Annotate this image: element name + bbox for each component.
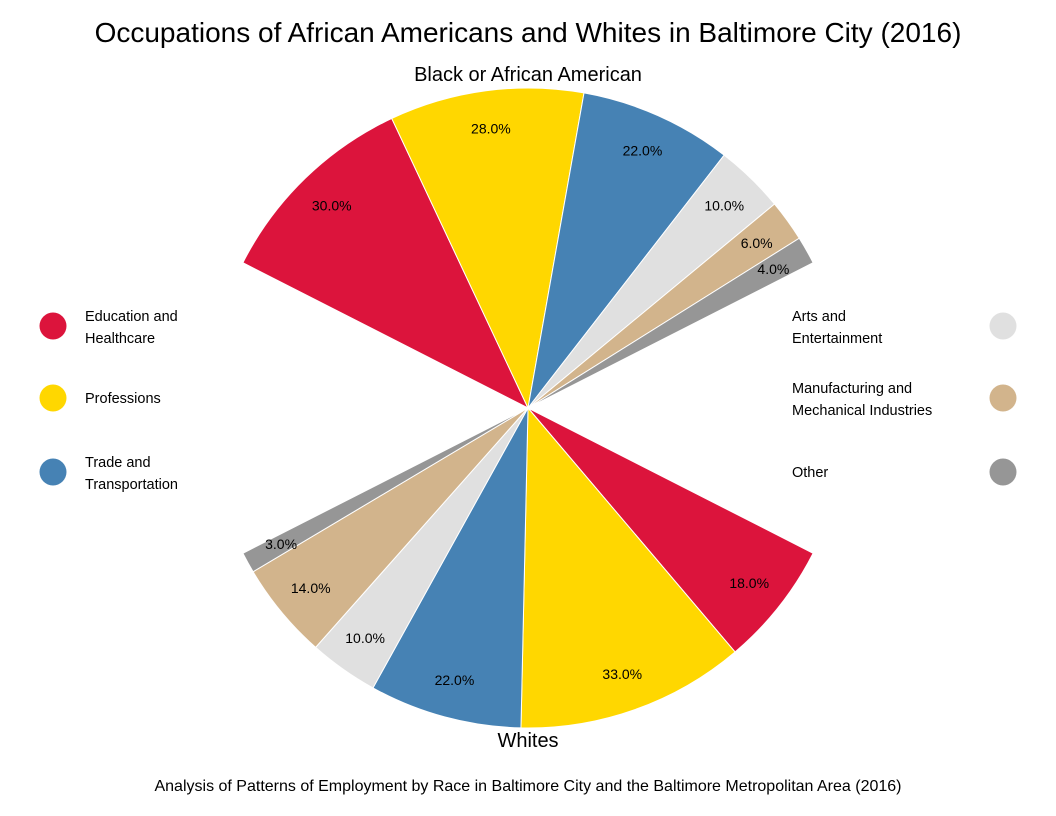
legend-swatch	[39, 312, 67, 340]
whites-slice-3	[372, 407, 529, 729]
legend-label: Healthcare	[85, 331, 155, 347]
legend-label: Arts and	[792, 309, 846, 325]
legend-swatch	[39, 384, 67, 412]
legend-label: Transportation	[85, 477, 178, 493]
black-slice-label: 4.0%	[757, 261, 789, 277]
legend-label: Trade and	[85, 455, 151, 471]
legend-label: Professions	[85, 391, 161, 407]
black-slice-label: 28.0%	[471, 120, 511, 136]
legend-swatch	[989, 312, 1017, 340]
whites-slice-label: 18.0%	[729, 575, 769, 591]
legend-swatch	[39, 458, 67, 486]
series-title-bottom: Whites	[497, 730, 558, 752]
legend-left: Education and Healthcare Professions Trade …	[39, 309, 178, 493]
black-slice-2	[391, 87, 585, 410]
pie-whites: 18.0% 33.0% 22.0% 10.0% 14.0% 3.0%	[242, 406, 814, 729]
legend-label: Education and	[85, 309, 178, 325]
black-slice-1	[242, 117, 530, 410]
black-slice-label: 22.0%	[623, 142, 663, 158]
legend-right: Arts and Entertainment Manufacturing and Me…	[792, 309, 1017, 486]
whites-slice-label: 22.0%	[435, 672, 475, 688]
black-slice-6	[527, 237, 814, 409]
legend-label: Other	[792, 465, 828, 481]
pie-black-african-american: 30.0% 28.0% 22.0% 10.0% 6.0% 4.0%	[242, 87, 814, 410]
legend-swatch	[989, 458, 1017, 486]
whites-slice-6	[242, 407, 529, 573]
legend-label: Mechanical Industries	[792, 403, 932, 419]
chart-caption: Analysis of Patterns of Employment by Ra…	[154, 778, 901, 795]
black-slice-label: 6.0%	[741, 235, 773, 251]
legend-label: Manufacturing and	[792, 381, 912, 397]
whites-slice-2	[520, 406, 736, 729]
whites-slice-label: 33.0%	[602, 666, 642, 682]
whites-slice-label: 10.0%	[345, 630, 385, 646]
legend-label: Entertainment	[792, 331, 882, 347]
chart-title: Occupations of African Americans and Whi…	[95, 17, 962, 48]
series-title-top: Black or African American	[414, 64, 642, 86]
black-slice-label: 30.0%	[312, 197, 352, 213]
black-slice-3	[527, 92, 725, 409]
legend-swatch	[989, 384, 1017, 412]
black-slice-label: 10.0%	[704, 197, 744, 213]
whites-slice-label: 14.0%	[291, 580, 331, 596]
whites-slice-label: 3.0%	[265, 536, 297, 552]
whites-slice-1	[527, 407, 814, 653]
